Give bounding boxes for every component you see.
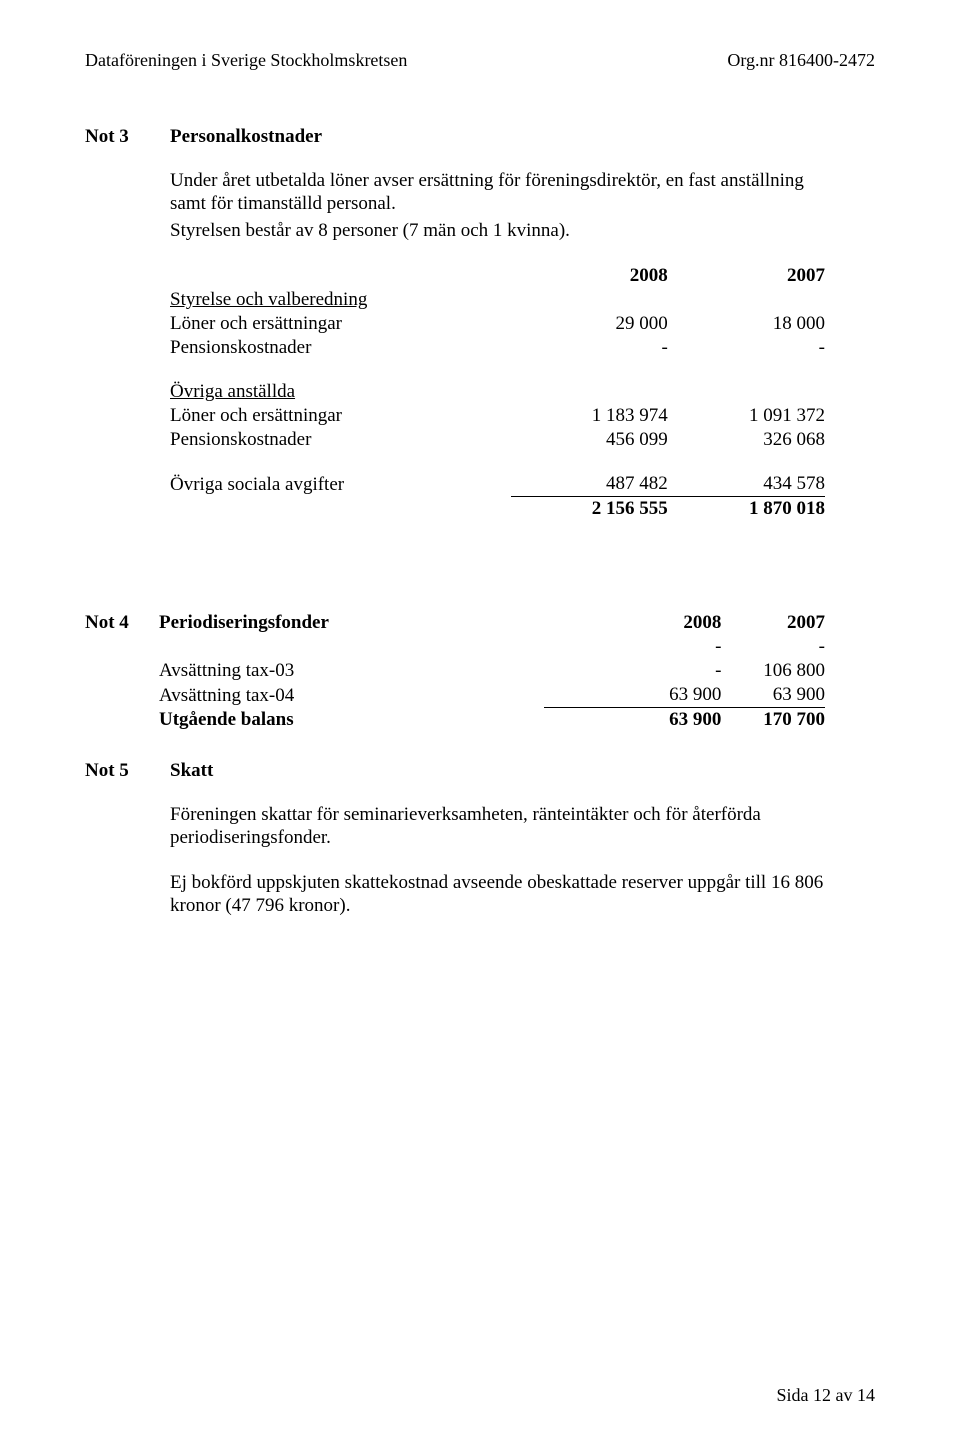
not3-soc-v2: 434 578 xyxy=(668,472,825,497)
not3-para1: Under året utbetalda löner avser ersättn… xyxy=(170,170,825,216)
not4-row0-v2: - xyxy=(721,635,825,659)
not3-soc-v1: 487 482 xyxy=(511,472,668,497)
not4-row2-label: Avsättning tax-04 xyxy=(159,683,544,708)
not3-sec2-row2-v2: 326 068 xyxy=(668,428,825,452)
not3-soc-label: Övriga sociala avgifter xyxy=(170,472,511,497)
not4-row2-v2: 63 900 xyxy=(721,683,825,708)
not3-col-2007: 2007 xyxy=(668,264,825,288)
page: Dataföreningen i Sverige Stockholmskrets… xyxy=(0,0,960,1451)
not3-sec2-row1-label: Löner och ersättningar xyxy=(170,404,511,428)
not3-sec1-row1-v2: 18 000 xyxy=(668,312,825,336)
not3-total-v1: 2 156 555 xyxy=(511,497,668,522)
not3-label: Not 3 xyxy=(85,126,140,148)
not4-row1-label: Avsättning tax-03 xyxy=(159,659,544,683)
page-footer: Sida 12 av 14 xyxy=(777,1385,876,1406)
not3-sec1-title: Styrelse och valberedning xyxy=(170,288,511,312)
not3-sec1-row2-label: Pensionskostnader xyxy=(170,336,511,360)
not3-sec2-row1-v1: 1 183 974 xyxy=(511,404,668,428)
not5-body: Föreningen skattar för seminarieverksamh… xyxy=(170,804,825,917)
not5-para1: Föreningen skattar för seminarieverksamh… xyxy=(170,804,825,850)
not3-heading-row: Not 3 Personalkostnader xyxy=(85,126,875,148)
not4-col-2007: 2007 xyxy=(721,611,825,635)
not3-sec1-row2-v1: - xyxy=(511,336,668,360)
not3-sec1-row1-v1: 29 000 xyxy=(511,312,668,336)
not4-block: Not 4 Periodiseringsfonder 2008 2007 - -… xyxy=(85,611,875,732)
not4-label: Not 4 xyxy=(85,612,129,633)
not4-title: Periodiseringsfonder xyxy=(159,611,544,635)
header-right: Org.nr 816400-2472 xyxy=(727,50,875,71)
not5-heading-row: Not 5 Skatt xyxy=(85,760,875,782)
not3-title: Personalkostnader xyxy=(170,126,322,148)
not5-title: Skatt xyxy=(170,760,213,782)
not4-row2-v1: 63 900 xyxy=(544,683,722,708)
not4-row1-v2: 106 800 xyxy=(721,659,825,683)
not3-sec2-row2-v1: 456 099 xyxy=(511,428,668,452)
page-header: Dataföreningen i Sverige Stockholmskrets… xyxy=(85,50,875,71)
not3-sec2-row1-v2: 1 091 372 xyxy=(668,404,825,428)
not4-row0-v1: - xyxy=(544,635,722,659)
not3-para2: Styrelsen består av 8 personer (7 män oc… xyxy=(170,220,825,243)
not5-label: Not 5 xyxy=(85,760,140,782)
not3-total-v2: 1 870 018 xyxy=(668,497,825,522)
not3-col-2008: 2008 xyxy=(511,264,668,288)
not4-sum-v1: 63 900 xyxy=(544,708,722,733)
not4-sum-v2: 170 700 xyxy=(721,708,825,733)
not3-sec1-row2-v2: - xyxy=(668,336,825,360)
header-left: Dataföreningen i Sverige Stockholmskrets… xyxy=(85,50,407,71)
not3-sec2-title: Övriga anställda xyxy=(170,380,511,404)
not3-body: Under året utbetalda löner avser ersättn… xyxy=(170,170,825,521)
not4-row1-v1: - xyxy=(544,659,722,683)
not4-sum-label: Utgående balans xyxy=(159,708,544,733)
not4-col-2008: 2008 xyxy=(544,611,722,635)
not5-para2: Ej bokförd uppskjuten skattekostnad avse… xyxy=(170,872,825,918)
not3-sec2-row2-label: Pensionskostnader xyxy=(170,428,511,452)
not4-table: Not 4 Periodiseringsfonder 2008 2007 - -… xyxy=(85,611,825,732)
not3-sec1-row1-label: Löner och ersättningar xyxy=(170,312,511,336)
not3-table: 2008 2007 Styrelse och valberedning Löne… xyxy=(170,264,825,521)
